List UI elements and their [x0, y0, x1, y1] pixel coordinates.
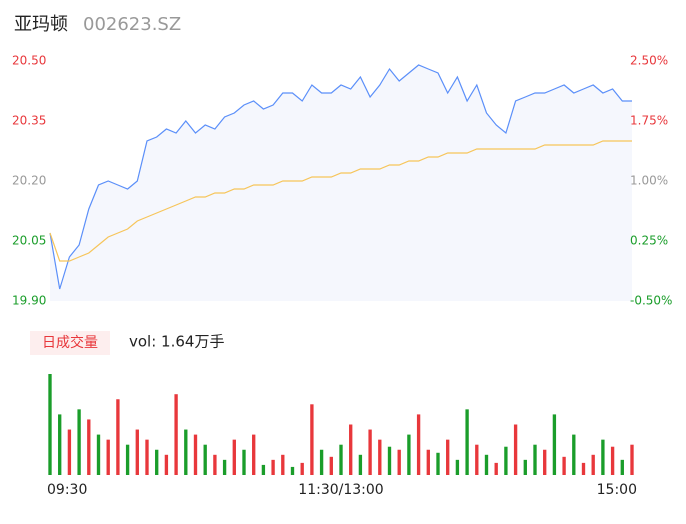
price-area: [50, 65, 632, 301]
volume-bar: [67, 429, 72, 475]
volume-bar: [213, 454, 217, 475]
volume-bar: [446, 439, 450, 475]
volume-bar: [339, 444, 343, 475]
series-line: [49, 140, 632, 262]
volume-bar: [543, 449, 547, 475]
volume-bar: [591, 454, 595, 475]
volume-bar: [455, 459, 460, 475]
volume-bar: [203, 444, 207, 475]
volume-bar: [407, 434, 411, 475]
volume-bar: [261, 464, 266, 475]
volume-bar: [620, 459, 624, 475]
volume-bar: [504, 446, 508, 475]
volume-bar: [319, 449, 324, 475]
y-tick-label: 20.50: [12, 54, 46, 68]
volume-bar: [378, 439, 382, 475]
volume-bar: [281, 454, 285, 475]
x-tick-label: 15:00: [597, 482, 637, 498]
stock-name: 亚玛顿: [14, 14, 68, 35]
volume-bar: [494, 462, 498, 475]
volume-bar: [484, 454, 489, 475]
volume-bar: [349, 424, 353, 475]
volume-bar: [387, 446, 392, 475]
y-tick-label: 20.20: [12, 174, 46, 188]
volume-bar: [436, 452, 440, 475]
volume-bar: [465, 409, 469, 475]
volume-bar: [222, 459, 227, 475]
volume-bar: [106, 439, 110, 475]
volume-bar: [290, 466, 295, 475]
y2-tick-label: -0.50%: [630, 294, 672, 308]
volume-bar: [572, 434, 576, 475]
volume-bar: [416, 414, 421, 475]
volume-bar: [552, 414, 557, 475]
volume-bar: [358, 454, 363, 475]
volume-bar: [310, 404, 314, 475]
volume-bar: [300, 462, 304, 475]
volume-bar: [630, 444, 634, 475]
volume-bar: [184, 429, 188, 475]
y-tick-label: 20.05: [12, 234, 46, 248]
y2-tick-label: 1.75%: [630, 114, 668, 128]
volume-bar: [125, 444, 130, 475]
x-tick-label: 09:30: [47, 482, 87, 498]
volume-bar: [610, 446, 615, 475]
volume-bar: [193, 434, 198, 475]
stock-code: 002623.SZ: [83, 14, 181, 35]
volume-bar: [601, 439, 605, 475]
volume-bar: [155, 449, 159, 475]
volume-bar: [271, 459, 275, 475]
volume-tab[interactable]: [30, 331, 110, 355]
volume-bar: [58, 414, 62, 475]
volume-bar: [426, 449, 430, 475]
volume-bar: [252, 434, 256, 475]
volume-bar: [145, 439, 149, 475]
volume-bar: [533, 444, 537, 475]
volume-summary: vol: 1.64万手: [129, 333, 224, 351]
volume-tab-label[interactable]: 日成交量: [42, 334, 98, 351]
volume-bar: [242, 449, 246, 475]
volume-bar: [475, 444, 479, 475]
volume-bar: [174, 394, 178, 475]
volume-bar: [116, 399, 120, 475]
volume-bar: [368, 429, 372, 475]
y2-tick-label: 0.25%: [630, 234, 668, 248]
volume-bar: [397, 449, 401, 475]
y2-tick-label: 1.00%: [630, 174, 668, 188]
y-tick-label: 19.90: [12, 294, 46, 308]
volume-bar: [48, 374, 52, 475]
y-tick-label: 20.35: [12, 114, 46, 128]
volume-bar: [513, 424, 518, 475]
volume-bar: [562, 456, 566, 475]
volume-bar: [329, 456, 333, 475]
volume-bar: [96, 434, 101, 475]
volume-bar: [135, 429, 139, 475]
volume-bar: [523, 459, 527, 475]
volume-bar: [164, 454, 169, 475]
series-line: [49, 64, 632, 290]
volume-bar: [77, 409, 81, 475]
x-tick-label: 11:30/13:00: [298, 482, 383, 498]
volume-bar: [87, 419, 91, 475]
volume-bar: [581, 462, 586, 475]
volume-bar: [232, 439, 236, 475]
y2-tick-label: 2.50%: [630, 54, 668, 68]
